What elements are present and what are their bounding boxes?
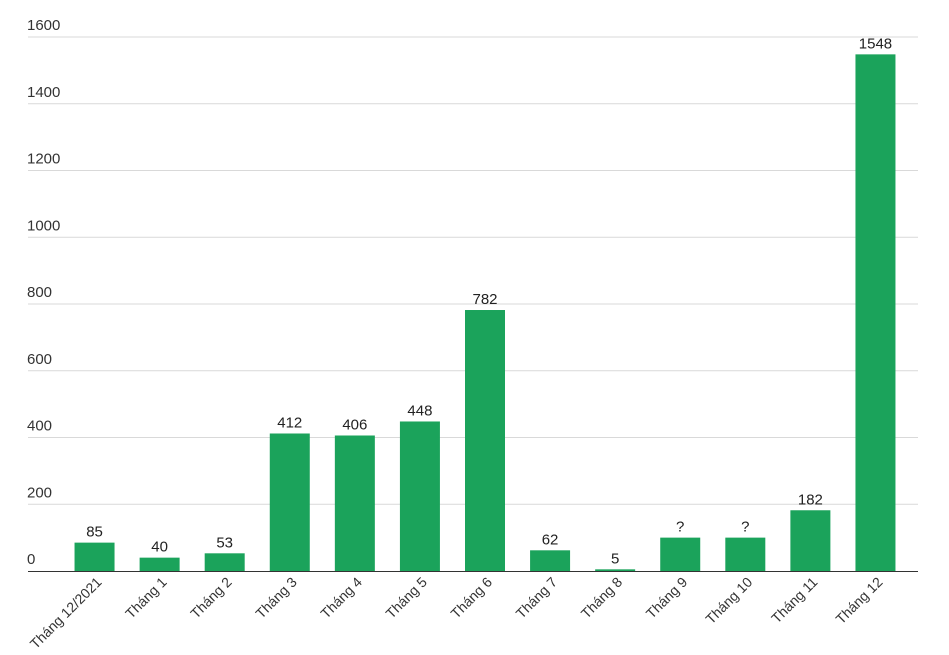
data-label: 62 [542,531,559,548]
x-tick-label: Tháng 3 [252,574,300,622]
y-tick-label: 1600 [27,17,60,34]
data-label: 40 [151,539,168,556]
x-tick-label: Tháng 10 [702,574,755,627]
y-tick-label: 1000 [27,217,60,234]
y-tick-label: 1200 [27,151,60,168]
x-tick-label: Tháng 8 [578,574,626,622]
bar [595,569,636,571]
data-label: ? [676,519,684,536]
x-tick-label: Tháng 6 [447,574,495,622]
bar [465,310,505,571]
data-label: 448 [407,402,432,419]
bars [74,54,896,572]
bar [74,542,115,571]
bar [399,421,440,571]
y-axis-tick-labels: 0 200 400 600 800 1000 1200 1400 1600 [27,17,60,568]
bar [660,537,701,571]
bar [725,537,766,571]
data-label: 1548 [859,35,892,52]
data-label: 85 [86,524,103,541]
x-tick-label: Tháng 9 [643,574,691,622]
bar [855,54,896,572]
data-label: 53 [216,534,233,551]
x-tick-label: Tháng 2 [187,574,235,622]
x-tick-label: Tháng 1 [122,574,170,622]
y-tick-label: 400 [27,418,52,435]
x-axis-tick-labels: Tháng 12/2021 Tháng 1 Tháng 2 Tháng 3 Tháng … [27,574,886,652]
bar [139,557,180,571]
x-tick-label: Tháng 7 [513,574,561,622]
data-label: 5 [611,550,619,567]
x-tick-label: Tháng 11 [768,574,821,627]
bar [269,433,310,571]
y-tick-label: 600 [27,351,52,368]
x-tick-label: Tháng 4 [317,574,365,622]
data-label: 182 [798,491,823,508]
y-tick-label: 200 [27,484,52,501]
x-tick-label: Tháng 12/2021 [27,574,105,652]
x-tick-label: Tháng 12 [832,574,885,627]
bar [334,435,375,571]
y-tick-label: 1400 [27,84,60,101]
bar [530,550,571,571]
x-tick-label: Tháng 5 [382,574,430,622]
data-label: 782 [472,291,497,308]
bar [204,553,245,571]
data-label: 412 [277,414,302,431]
y-tick-label: 800 [27,284,52,301]
data-label: ? [741,519,749,536]
bar [790,510,831,571]
data-labels: 85 40 53 412 406 448 782 62 5? ? 182 1548 [86,35,892,567]
y-tick-label: 0 [27,551,35,568]
data-label: 406 [342,416,367,433]
